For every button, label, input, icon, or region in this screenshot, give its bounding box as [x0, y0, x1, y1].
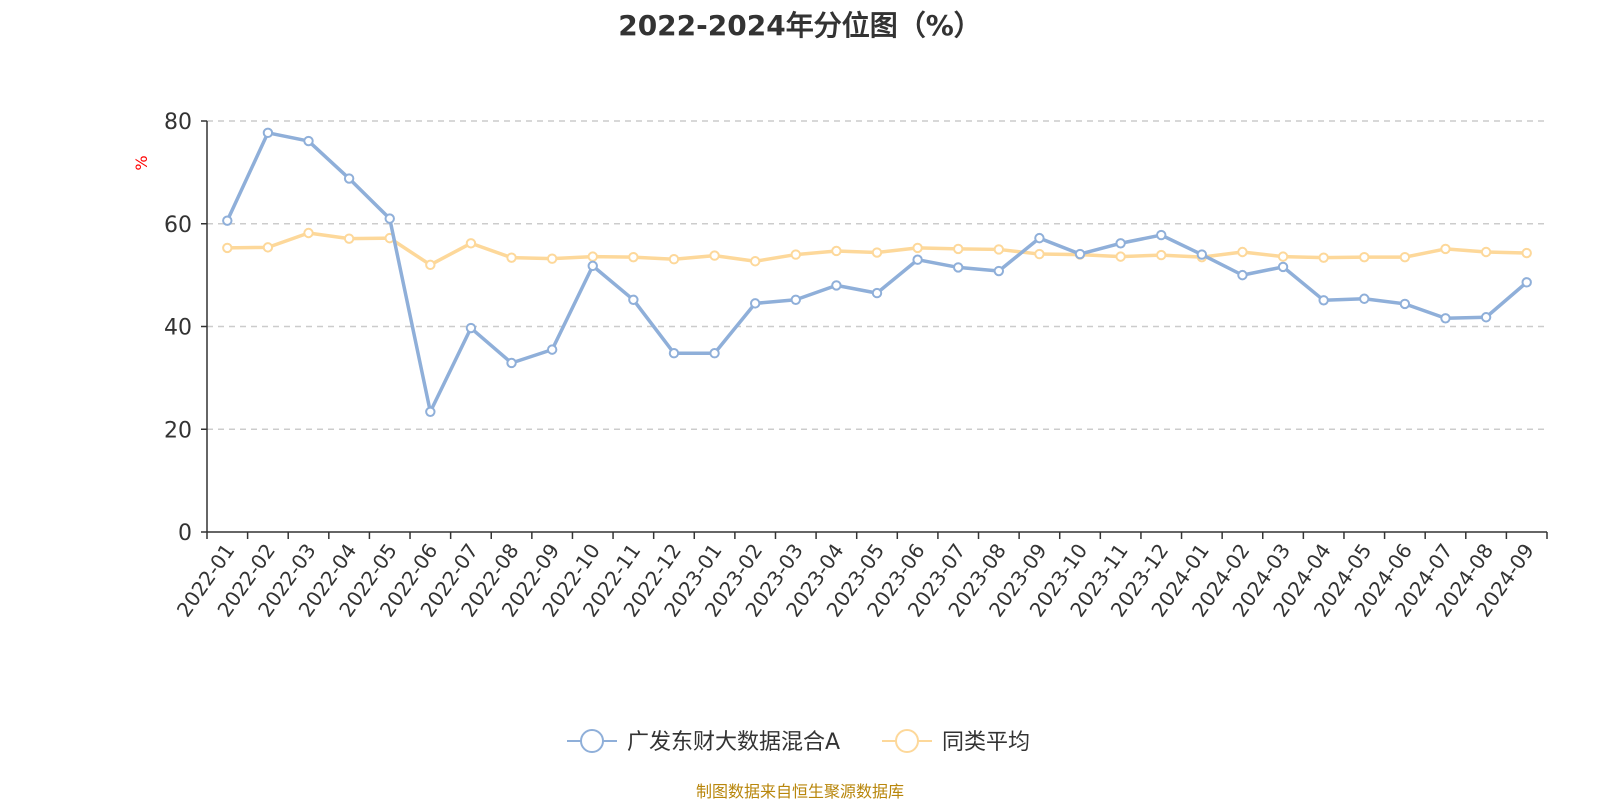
data-point — [668, 348, 680, 359]
data-point — [1277, 251, 1289, 262]
y-tick-label: 20 — [164, 418, 192, 443]
y-tick-label: 60 — [164, 213, 192, 238]
data-point — [668, 253, 680, 265]
data-point — [1115, 251, 1126, 262]
data-point — [222, 215, 233, 226]
data-point — [1480, 246, 1492, 258]
data-point — [912, 242, 923, 254]
data-point — [343, 233, 355, 244]
data-point — [425, 406, 436, 417]
data-point — [546, 344, 558, 355]
data-point — [1440, 313, 1451, 324]
data-point — [1034, 232, 1045, 244]
data-point — [1359, 293, 1370, 304]
data-point — [831, 280, 842, 291]
data-point — [1521, 277, 1532, 288]
data-point — [912, 254, 923, 265]
data-point — [628, 251, 639, 263]
grid-lines — [207, 120, 1547, 430]
data-point — [1318, 252, 1329, 263]
legend-label: 广发东财大数据混合A — [627, 730, 840, 755]
data-point — [343, 173, 355, 184]
data-point — [587, 251, 598, 262]
data-point — [262, 127, 274, 139]
legend-marker — [580, 729, 604, 753]
axes: 0204060802022-012022-022022-032022-04202… — [164, 110, 1548, 621]
legend-item[interactable]: 同类平均 — [882, 729, 1030, 755]
data-point — [1277, 261, 1289, 273]
data-point — [384, 213, 395, 224]
data-point — [425, 259, 436, 271]
data-point — [465, 322, 477, 334]
data-point — [1521, 247, 1532, 259]
data-point — [993, 265, 1005, 277]
data-point — [831, 245, 842, 257]
data-point — [953, 262, 964, 273]
series-lines — [222, 127, 1532, 417]
data-point — [1156, 229, 1167, 241]
legend-label: 同类平均 — [942, 730, 1030, 755]
data-point — [1074, 248, 1086, 260]
legend[interactable]: 广发东财大数据混合A 同类平均 — [567, 729, 1030, 755]
data-point — [871, 247, 883, 258]
data-point — [790, 294, 801, 305]
data-point — [506, 357, 517, 369]
data-point — [506, 252, 517, 263]
data-point — [1318, 295, 1329, 306]
data-point — [1156, 249, 1167, 261]
data-point — [1034, 248, 1045, 260]
data-point — [871, 287, 883, 299]
data-point — [993, 244, 1005, 255]
data-point — [1237, 246, 1248, 258]
data-point — [1237, 269, 1248, 281]
data-point — [628, 294, 639, 305]
series-group — [222, 127, 1532, 417]
source-note: 制图数据来自恒生聚源数据库 — [695, 782, 904, 801]
y-tick-label: 80 — [164, 110, 192, 135]
data-point — [587, 260, 598, 272]
data-point — [709, 250, 720, 261]
legend-item[interactable]: 广发东财大数据混合A — [567, 729, 840, 755]
data-point — [465, 238, 477, 249]
legend-marker — [895, 729, 919, 753]
data-point — [1480, 312, 1492, 323]
series-group — [222, 227, 1532, 271]
data-point — [790, 249, 801, 260]
data-point — [709, 348, 720, 359]
data-point — [1115, 238, 1126, 249]
y-axis-unit-label: % — [132, 155, 151, 170]
data-point — [303, 135, 314, 147]
data-point — [222, 242, 233, 254]
data-point — [1359, 251, 1370, 263]
data-point — [1440, 243, 1451, 255]
data-point — [953, 243, 964, 255]
data-point — [749, 298, 761, 309]
y-tick-label: 40 — [164, 316, 192, 341]
data-point — [749, 256, 761, 267]
y-tick-label: 0 — [178, 521, 192, 546]
data-point — [1399, 298, 1411, 310]
data-point — [1399, 251, 1411, 263]
series-line — [225, 131, 1528, 414]
data-point — [546, 253, 558, 264]
data-point — [1196, 249, 1208, 260]
data-point — [303, 227, 314, 239]
chart-title: 2022-2024年分位图（%） — [618, 9, 982, 42]
data-point — [262, 242, 274, 253]
